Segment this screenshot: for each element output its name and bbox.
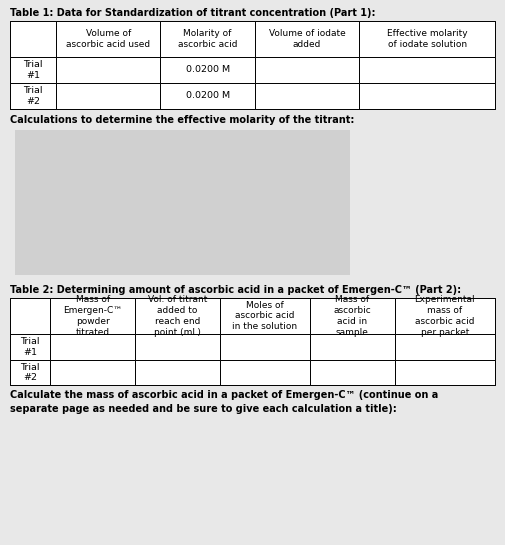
Bar <box>255 83 359 108</box>
Text: Table 2: Determining amount of ascorbic acid in a packet of Emergen-C™ (Part 2):: Table 2: Determining amount of ascorbic … <box>10 285 461 295</box>
Text: Volume of
ascorbic acid used: Volume of ascorbic acid used <box>66 29 150 49</box>
Bar <box>10 83 56 108</box>
Bar <box>56 21 161 57</box>
Bar <box>310 298 394 334</box>
Text: Trial
#1: Trial #1 <box>20 337 40 356</box>
Bar <box>135 360 220 385</box>
Bar <box>255 21 359 57</box>
Bar <box>10 360 50 385</box>
Text: Experimental
mass of
ascorbic acid
per packet: Experimental mass of ascorbic acid per p… <box>415 295 475 336</box>
Bar <box>15 130 349 275</box>
Text: Table 1: Data for Standardization of titrant concentration (Part 1):: Table 1: Data for Standardization of tit… <box>10 8 376 18</box>
Bar <box>10 334 50 360</box>
Text: Calculate the mass of ascorbic acid in a packet of Emergen-C™ (continue on a
sep: Calculate the mass of ascorbic acid in a… <box>10 390 438 414</box>
Text: Trial
#2: Trial #2 <box>23 86 43 106</box>
Text: Molarity of
ascorbic acid: Molarity of ascorbic acid <box>178 29 237 49</box>
Bar <box>56 57 161 83</box>
Bar <box>161 57 255 83</box>
Text: Mass of
ascorbic
acid in
sample: Mass of ascorbic acid in sample <box>333 295 371 336</box>
Bar <box>10 298 50 334</box>
Bar <box>394 360 495 385</box>
Bar <box>220 334 310 360</box>
Bar <box>50 360 135 385</box>
Bar <box>56 83 161 108</box>
Text: 0.0200 M: 0.0200 M <box>185 91 230 100</box>
Text: Trial
#2: Trial #2 <box>20 362 40 383</box>
Text: Volume of iodate
added: Volume of iodate added <box>269 29 345 49</box>
Bar <box>220 298 310 334</box>
Bar <box>359 83 495 108</box>
Bar <box>161 83 255 108</box>
Bar <box>310 360 394 385</box>
Text: Trial
#1: Trial #1 <box>23 60 43 80</box>
Bar <box>394 334 495 360</box>
Text: Mass of
Emergen-C™
powder
titrated: Mass of Emergen-C™ powder titrated <box>63 295 122 336</box>
Bar <box>394 298 495 334</box>
Bar <box>10 57 56 83</box>
Text: Vol. of titrant
added to
reach end
point (mL): Vol. of titrant added to reach end point… <box>148 295 207 336</box>
Bar <box>310 334 394 360</box>
Bar <box>50 334 135 360</box>
Bar <box>135 298 220 334</box>
Bar <box>161 21 255 57</box>
Bar <box>359 21 495 57</box>
Bar <box>135 334 220 360</box>
Bar <box>50 298 135 334</box>
Bar <box>359 57 495 83</box>
Text: 0.0200 M: 0.0200 M <box>185 65 230 74</box>
Text: Calculations to determine the effective molarity of the titrant:: Calculations to determine the effective … <box>10 114 355 125</box>
Bar <box>10 21 56 57</box>
Text: Effective molarity
of iodate solution: Effective molarity of iodate solution <box>387 29 468 49</box>
Text: Moles of
ascorbic acid
in the solution: Moles of ascorbic acid in the solution <box>232 301 297 331</box>
Bar <box>255 57 359 83</box>
Bar <box>10 21 495 108</box>
Bar <box>10 298 495 385</box>
Bar <box>220 360 310 385</box>
